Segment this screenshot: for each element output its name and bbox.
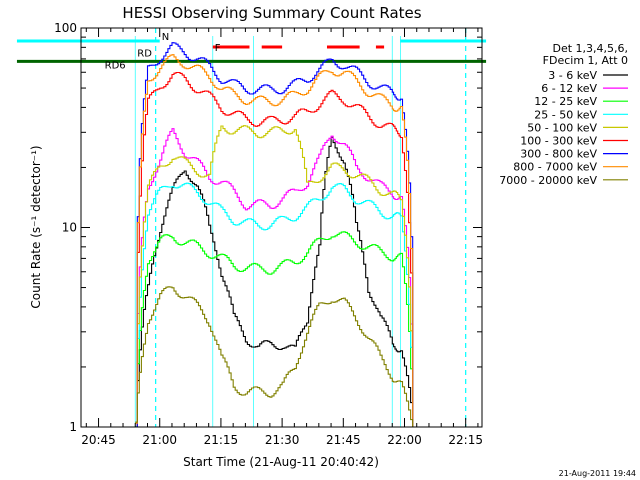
x-tick-label-5: 22:00 (387, 433, 422, 447)
annotation-f: F (215, 43, 221, 54)
legend-label-0: 3 - 6 keV (548, 69, 597, 82)
legend-header-line-1: Det 1,3,4,5,6, (552, 42, 628, 55)
legend-label-2: 12 - 25 keV (534, 95, 597, 108)
x-tick-label-2: 21:15 (204, 433, 239, 447)
legend-header-line-2: FDecim 1, Att 0 (543, 54, 628, 67)
series-layer (135, 42, 414, 428)
x-tick-label-4: 21:45 (326, 433, 361, 447)
footer-date: 21-Aug-2011 19:44 (559, 469, 636, 478)
y-tick-label-1: 10 (62, 221, 77, 235)
series-line-0 (135, 136, 414, 428)
series-line-1 (135, 128, 414, 427)
legend-label-7: 800 - 7000 keV (513, 161, 597, 174)
x-tick-label-0: 20:45 (81, 433, 116, 447)
y-tick-label-0: 1 (69, 420, 77, 434)
axes-layer: 1 10 100 20:45 21:00 21:15 21:30 21:45 22:00 22:1… (54, 21, 483, 447)
x-tick-label-3: 21:30 (265, 433, 300, 447)
y-tick-label-2: 100 (54, 21, 77, 35)
series-line-4 (135, 125, 414, 428)
series-line-8 (135, 286, 414, 427)
legend-label-1: 6 - 12 keV (541, 82, 597, 95)
x-axis-label: Start Time (21-Aug-11 20:40:42) (183, 455, 379, 469)
x-tick-label-1: 21:00 (142, 433, 177, 447)
series-line-6 (135, 42, 414, 428)
legend-label-6: 300 - 800 keV (520, 148, 597, 161)
series-line-7 (135, 54, 414, 427)
legend-label-3: 25 - 50 keV (534, 108, 597, 121)
x-tick-label-6: 22:15 (448, 433, 483, 447)
series-line-2 (135, 231, 414, 427)
series-line-3 (135, 182, 414, 428)
legend: Det 1,3,4,5,6, FDecim 1, Att 0 3 - 6 keV… (499, 42, 628, 187)
legend-label-5: 100 - 300 keV (520, 135, 597, 148)
series-line-5 (135, 71, 414, 428)
legend-label-8: 7000 - 20000 keV (499, 174, 597, 187)
chart-title: HESSI Observing Summary Count Rates (122, 4, 421, 22)
annotation-rd6: RD6 (105, 60, 126, 71)
y-axis-label: Count Rate (s⁻¹ detector⁻¹) (29, 145, 43, 308)
annotation-rd: RD (137, 48, 152, 59)
legend-label-4: 50 - 100 keV (527, 121, 597, 134)
annotation-n: N (162, 32, 169, 43)
